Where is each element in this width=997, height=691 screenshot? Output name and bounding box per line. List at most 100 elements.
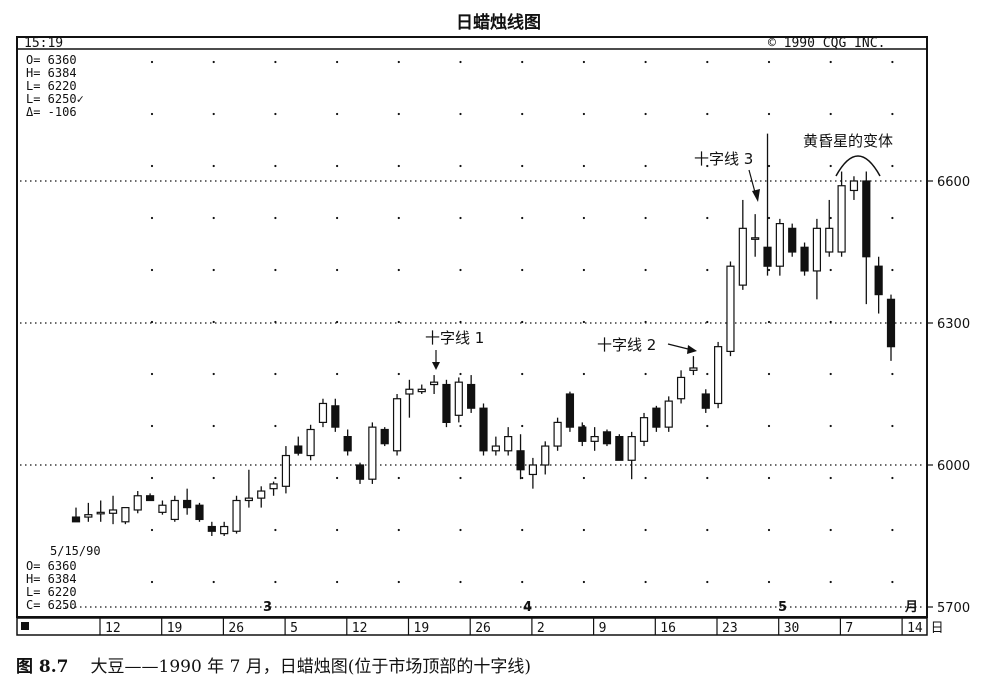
month-label: 月 [904,600,918,615]
grid-dot [891,268,894,272]
grid-dot [459,268,462,272]
grid-dot [767,372,771,376]
axis-square-marker [21,622,29,630]
candle-body [565,393,575,428]
time-label: 15:19 [24,36,63,51]
candle [504,427,513,456]
grid-dot [829,320,832,324]
candle-body [145,495,155,502]
candle-body [639,417,649,442]
grid-dot [150,580,154,584]
candle-body [701,393,710,409]
figure-caption: 图 8.7 大豆——1990 年 7 月，日蜡烛图(位于市场顶部的十字线) [16,652,531,677]
grid-dot [459,528,462,532]
grid-dot [644,476,647,480]
ohlc-bottom-date: 5/15/90 [50,544,101,558]
candle [183,488,192,515]
y-tick-label: 5700 [937,601,970,616]
candle [639,412,649,447]
candle [294,436,303,456]
grid-dot [644,528,647,532]
grid-dot [829,216,832,220]
grid-dot [336,320,339,324]
candle-body [108,509,118,514]
grid-dot [521,320,524,324]
candle-body [84,514,93,518]
grid-dot [212,268,215,272]
candle-body [714,346,723,405]
candle [825,199,834,257]
candle [108,495,118,525]
grid-dot [767,320,771,324]
grid-dot [706,164,709,168]
grid-dot [521,372,524,376]
grid-dot [829,424,832,428]
candle-body [195,504,204,521]
candle [775,218,784,276]
grid-dot [767,164,771,168]
candle [837,171,846,257]
candle-body [664,400,673,428]
grid-dot [644,112,647,116]
grid-dot [150,60,154,64]
grid-dot [582,372,586,376]
ohlc-top-last: L= 6250✓ [26,92,84,106]
grid-dot [336,372,339,376]
plot-frame [16,36,928,618]
grid-dot [706,320,709,324]
grid-dot [891,372,894,376]
month-label: 5 [778,600,787,615]
grid-dot [582,476,586,480]
grid-dot [767,268,771,272]
candle [676,370,686,404]
grid-dot [150,372,154,376]
grid-dot [829,60,832,64]
candle-body [541,445,550,466]
candle [355,462,365,484]
x-tick-label: 30 [784,621,800,636]
grid-dot [582,528,586,532]
candle [602,429,612,447]
grid-dot [336,60,339,64]
grid-dot [212,372,215,376]
candle-body [491,445,500,452]
candle [874,256,883,314]
candle [269,481,278,496]
candle-body [96,511,105,515]
y-axis-ticks: 5700 6000 6300 6600 [927,175,970,616]
grid-dot [891,60,894,64]
grid-dot [767,424,771,428]
candle [541,441,550,475]
candle [565,391,575,432]
candle-body [318,402,328,424]
candle [578,422,587,447]
x-tick-label: 16 [660,621,676,636]
ohlc-bottom-close: C= 6250 [26,598,77,612]
x-tick-label: 23 [722,621,738,636]
ohlc-bottom-high: H= 6384 [26,572,77,586]
candle [442,379,451,428]
grid-dot [459,476,462,480]
figure-caption-text: 大豆——1990 年 7 月，日蜡烛图(位于市场顶部的十字线) [90,657,532,677]
candle-body [590,436,599,442]
grid-dot [706,216,709,220]
candle-body [294,445,303,454]
grid-dot [212,424,215,428]
grid-dot [582,216,586,220]
candle [886,294,896,361]
evening-star-arc [835,155,881,177]
candle [170,495,179,522]
grid-dot [459,60,462,64]
ohlc-top-delta: Δ= -106 [26,105,77,119]
x-tick-label: 12 [352,621,368,636]
candle [689,356,698,376]
annotation-evening-star: 黄昏星的变体 [803,132,893,177]
candle [71,507,81,523]
grid-dot [829,268,832,272]
candle [627,431,636,480]
candle-body [615,436,624,461]
candle [714,341,723,409]
candle-body [627,436,636,461]
grid-dot [274,268,277,272]
grid-dot [521,476,524,480]
